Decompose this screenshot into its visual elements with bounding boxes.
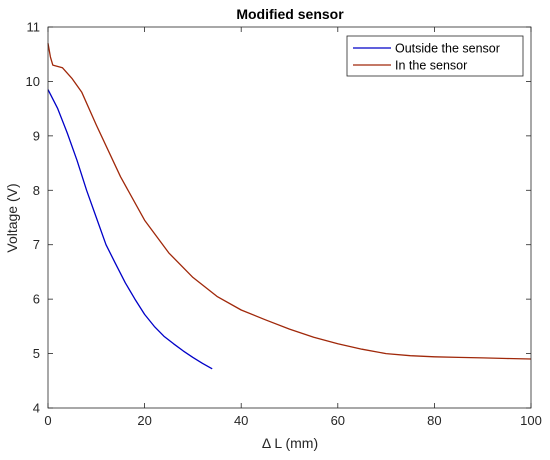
y-tick-label: 4 <box>33 401 40 416</box>
x-axis-label: Δ L (mm) <box>262 435 318 451</box>
ticks-layer: 0 20 40 60 80 100 4 5 6 7 8 9 10 11 <box>26 20 542 429</box>
y-tick-label: 9 <box>33 128 40 143</box>
x-tick-label: 60 <box>331 413 345 428</box>
y-tick-label: 10 <box>26 74 40 89</box>
y-tick-label: 7 <box>33 237 40 252</box>
plot-background <box>48 27 531 408</box>
legend-label-0: Outside the sensor <box>395 42 500 56</box>
x-tick-label: 100 <box>520 413 542 428</box>
legend-label-1: In the sensor <box>395 59 467 73</box>
series-line-0 <box>47 89 213 370</box>
y-tick-label: 11 <box>27 20 41 35</box>
y-tick-label: 5 <box>33 346 40 361</box>
series-line-1 <box>47 43 532 360</box>
y-tick-label: 8 <box>33 183 40 198</box>
series-layer <box>47 43 532 370</box>
x-tick-label: 0 <box>44 413 51 428</box>
legend-box <box>346 35 524 77</box>
axes-box <box>47 26 532 409</box>
y-tick-label: 6 <box>33 292 40 307</box>
legend: Outside the sensor In the sensor <box>346 35 524 77</box>
x-tick-label: 40 <box>234 413 248 428</box>
axes-layer <box>47 26 532 409</box>
y-axis-label: Voltage (V) <box>4 183 20 252</box>
plot-area <box>48 27 531 408</box>
chart-title: Modified sensor <box>236 6 344 22</box>
x-tick-label: 80 <box>427 413 441 428</box>
x-tick-label: 20 <box>137 413 151 428</box>
